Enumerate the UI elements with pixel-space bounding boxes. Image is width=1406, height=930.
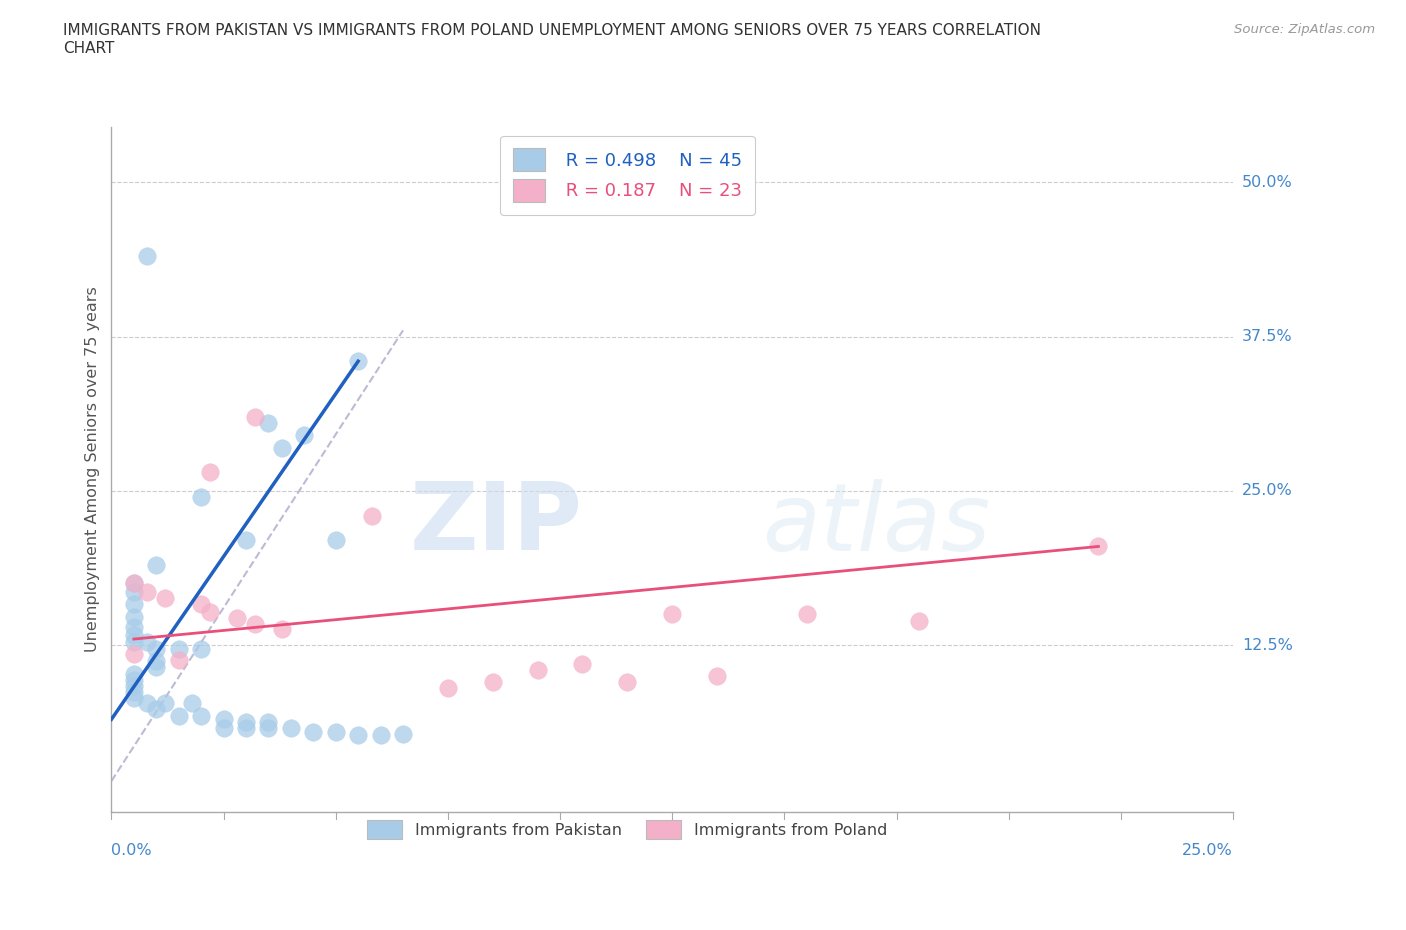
Point — [270, 622, 292, 637]
Point — [360, 508, 382, 523]
Point — [616, 675, 638, 690]
Point — [122, 576, 145, 591]
Text: 37.5%: 37.5% — [1241, 329, 1292, 344]
Text: 12.5%: 12.5% — [1241, 638, 1294, 653]
Point — [145, 660, 167, 675]
Point — [155, 591, 177, 605]
Point — [198, 465, 221, 480]
Point — [145, 557, 167, 572]
Point — [212, 721, 235, 736]
Point — [257, 714, 280, 729]
Point — [122, 597, 145, 612]
Point — [661, 607, 683, 622]
Point — [212, 711, 235, 726]
Point — [122, 634, 145, 649]
Point — [136, 249, 159, 264]
Point — [1087, 539, 1109, 554]
Point — [526, 662, 548, 677]
Point — [167, 642, 190, 657]
Point — [706, 669, 728, 684]
Point — [243, 409, 266, 424]
Point — [122, 646, 145, 661]
Point — [270, 440, 292, 455]
Point — [122, 585, 145, 600]
Point — [571, 657, 593, 671]
Point — [257, 416, 280, 431]
Point — [392, 726, 415, 741]
Point — [122, 576, 145, 591]
Text: 25.0%: 25.0% — [1182, 843, 1233, 857]
Point — [325, 533, 347, 548]
Point — [190, 708, 212, 723]
Point — [347, 353, 370, 368]
Y-axis label: Unemployment Among Seniors over 75 years: Unemployment Among Seniors over 75 years — [86, 286, 100, 652]
Point — [437, 681, 460, 696]
Point — [167, 653, 190, 668]
Point — [325, 724, 347, 739]
Point — [122, 609, 145, 624]
Point — [145, 702, 167, 717]
Point — [190, 597, 212, 612]
Point — [280, 721, 302, 736]
Point — [136, 585, 159, 600]
Point — [122, 684, 145, 699]
Point — [292, 428, 315, 443]
Point — [235, 714, 257, 729]
Text: atlas: atlas — [762, 479, 990, 569]
Point — [908, 613, 931, 628]
Point — [347, 728, 370, 743]
Point — [481, 675, 503, 690]
Point — [136, 696, 159, 711]
Point — [145, 642, 167, 657]
Point — [302, 724, 325, 739]
Text: IMMIGRANTS FROM PAKISTAN VS IMMIGRANTS FROM POLAND UNEMPLOYMENT AMONG SENIORS OV: IMMIGRANTS FROM PAKISTAN VS IMMIGRANTS F… — [63, 23, 1042, 56]
Text: 0.0%: 0.0% — [111, 843, 152, 857]
Point — [198, 604, 221, 619]
Legend: Immigrants from Pakistan, Immigrants from Poland: Immigrants from Pakistan, Immigrants fro… — [361, 814, 894, 845]
Point — [235, 721, 257, 736]
Point — [190, 489, 212, 504]
Text: ZIP: ZIP — [409, 478, 582, 570]
Point — [235, 533, 257, 548]
Point — [122, 691, 145, 706]
Point — [257, 721, 280, 736]
Text: 50.0%: 50.0% — [1241, 175, 1292, 190]
Point — [122, 628, 145, 643]
Point — [122, 672, 145, 687]
Point — [122, 666, 145, 681]
Point — [122, 619, 145, 634]
Point — [181, 696, 204, 711]
Point — [136, 634, 159, 649]
Point — [243, 617, 266, 631]
Point — [145, 654, 167, 669]
Point — [370, 728, 392, 743]
Point — [190, 642, 212, 657]
Point — [155, 696, 177, 711]
Text: Source: ZipAtlas.com: Source: ZipAtlas.com — [1234, 23, 1375, 36]
Point — [796, 607, 818, 622]
Point — [226, 611, 249, 626]
Point — [122, 679, 145, 694]
Text: 25.0%: 25.0% — [1241, 484, 1292, 498]
Point — [167, 708, 190, 723]
